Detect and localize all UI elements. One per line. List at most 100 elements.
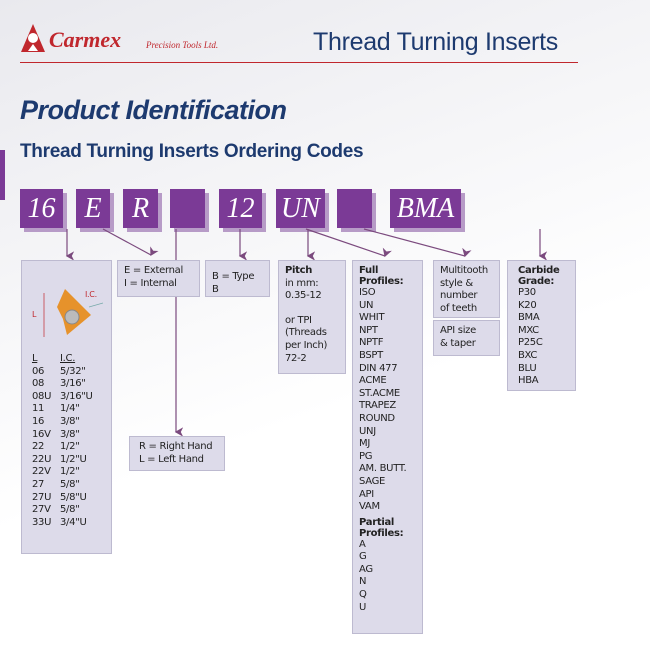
size-l: 06 xyxy=(32,365,45,377)
code-size: 16 xyxy=(20,189,63,228)
full-profile-item: ISO xyxy=(359,287,376,298)
full-profile-item: PG xyxy=(359,450,373,462)
grade-item: P30 xyxy=(518,287,536,298)
size-row: 22U 1/2"U xyxy=(32,454,107,467)
grade-item: BXC xyxy=(518,349,538,361)
size-l: 08 xyxy=(32,378,45,390)
header-divider xyxy=(20,62,578,63)
multitooth-panel: Multitooth style & number of teeth xyxy=(433,260,500,318)
header-title: Thread Turning Inserts xyxy=(313,28,558,56)
full-profile-item: UN xyxy=(359,299,374,311)
carmex-logo-icon xyxy=(21,24,45,52)
brand-name: Carmex xyxy=(49,27,122,52)
size-ic: 3/16"U xyxy=(60,390,93,402)
full-profile-item: VAM xyxy=(359,501,380,513)
size-ic: 3/8" xyxy=(60,415,80,427)
full-profile-item: TRAPEZ xyxy=(359,400,396,412)
label-L: L xyxy=(32,310,37,319)
size-l: 16V xyxy=(32,428,51,440)
pitch-panel: Pitch in mm: 0.35-12 or TPI (Threads per Inc… xyxy=(278,260,346,374)
hand-panel: R = Right Hand L = Left Hand xyxy=(129,436,225,471)
arrow-profile xyxy=(305,228,392,258)
type-panel: E = External I = Internal xyxy=(117,260,200,297)
size-ic: 5/8" xyxy=(60,504,80,516)
size-l: 27U xyxy=(32,491,52,503)
size-row: 27U 5/8"U xyxy=(32,492,107,505)
insert-diagram-icon: L I.C. xyxy=(32,289,104,337)
side-accent-bar xyxy=(0,150,5,200)
size-row: 27V 5/8" xyxy=(32,504,107,517)
size-ic: 1/2"U xyxy=(60,453,87,465)
code-grade: BMA xyxy=(390,189,461,228)
size-row: 22 1/2" xyxy=(32,441,107,454)
size-ic: 1/2" xyxy=(60,466,80,478)
grade-item: BLU xyxy=(518,362,537,374)
b-panel: B = Type B xyxy=(205,260,270,297)
size-ic: 5/8"U xyxy=(60,491,87,503)
full-profile-item: MJ xyxy=(359,438,370,450)
partial-profile-item: AG xyxy=(359,563,373,575)
partial-profile-item: A xyxy=(359,538,366,550)
size-ic: 3/16" xyxy=(60,378,86,390)
full-profile-item: AM. BUTT. xyxy=(359,463,407,475)
size-ic: 1/2" xyxy=(60,441,80,453)
size-panel: L I.C. L I.C. 06 5/32" 08 3/16" 08U 3/16"U 11 1/… xyxy=(21,260,112,554)
grade-item: BMA xyxy=(518,312,540,324)
size-l: 08U xyxy=(32,390,52,402)
size-l: 16 xyxy=(32,415,45,427)
label-ic: I.C. xyxy=(85,290,97,299)
size-ic: 3/8" xyxy=(60,428,80,440)
size-ic: 5/8" xyxy=(60,478,80,490)
arrow-multitooth xyxy=(363,228,472,258)
size-ic: 3/4"U xyxy=(60,516,87,528)
grade-item: MXC xyxy=(518,324,539,336)
size-ic: 1/4" xyxy=(60,403,80,415)
partial-profile-item: U xyxy=(359,601,367,613)
grade-panel: Carbide Grade: P30 K20 BMA MXC P25C BXC BLU HBA xyxy=(507,260,576,391)
full-profile-item: NPTF xyxy=(359,337,384,349)
size-row: 27 5/8" xyxy=(32,479,107,492)
full-profile-item: DIN 477 xyxy=(359,362,398,374)
brand-subtitle: Precision Tools Ltd. xyxy=(146,40,219,50)
size-ic: 5/32" xyxy=(60,365,86,377)
code-type: E xyxy=(76,189,110,228)
grade-item: P25C xyxy=(518,337,543,349)
size-l: 27 xyxy=(32,478,45,490)
code-pitch: 12 xyxy=(219,189,262,228)
profile-panel: Full Profiles: ISO UN WHIT NPT NPTF BSPT DIN 47… xyxy=(352,260,423,634)
full-profile-item: API xyxy=(359,488,374,500)
page-title: Product Identification xyxy=(20,95,287,125)
code-multitooth xyxy=(337,189,372,228)
full-profile-item: UNJ xyxy=(359,425,376,437)
partial-profile-item: N xyxy=(359,576,367,588)
arrow-type xyxy=(102,228,159,257)
size-row: 11 1/4" xyxy=(32,403,107,416)
size-table-header: L I.C. xyxy=(32,353,76,364)
size-l: 22U xyxy=(32,453,52,465)
full-profile-item: ST.ACME xyxy=(359,387,400,399)
grade-item: K20 xyxy=(518,299,537,311)
full-profile-item: WHIT xyxy=(359,312,385,324)
size-l: 11 xyxy=(32,403,45,415)
size-l: 33U xyxy=(32,516,52,528)
code-hand: R xyxy=(123,189,158,228)
size-l: 22V xyxy=(32,466,51,478)
code-b xyxy=(170,189,205,228)
api-panel: API size & taper xyxy=(433,320,500,356)
full-profile-item: SAGE xyxy=(359,475,386,487)
full-profile-item: NPT xyxy=(359,324,378,336)
page-subtitle: Thread Turning Inserts Ordering Codes xyxy=(20,141,364,162)
size-row: 16V 3/8" xyxy=(32,429,107,442)
code-profile: UN xyxy=(276,189,325,228)
grade-item: HBA xyxy=(518,375,539,387)
size-row: 08 3/16" xyxy=(32,378,107,391)
size-row: 08U 3/16"U xyxy=(32,391,107,404)
full-profile-item: BSPT xyxy=(359,349,383,361)
carmex-logo: Carmex Precision Tools Ltd. xyxy=(20,20,225,56)
partial-profile-item: G xyxy=(359,551,367,563)
full-profile-item: ROUND xyxy=(359,412,395,424)
size-row: 33U 3/4"U xyxy=(32,517,107,530)
size-l: 27V xyxy=(32,504,51,516)
size-row: 06 5/32" xyxy=(32,366,107,379)
partial-profile-item: Q xyxy=(359,589,367,601)
